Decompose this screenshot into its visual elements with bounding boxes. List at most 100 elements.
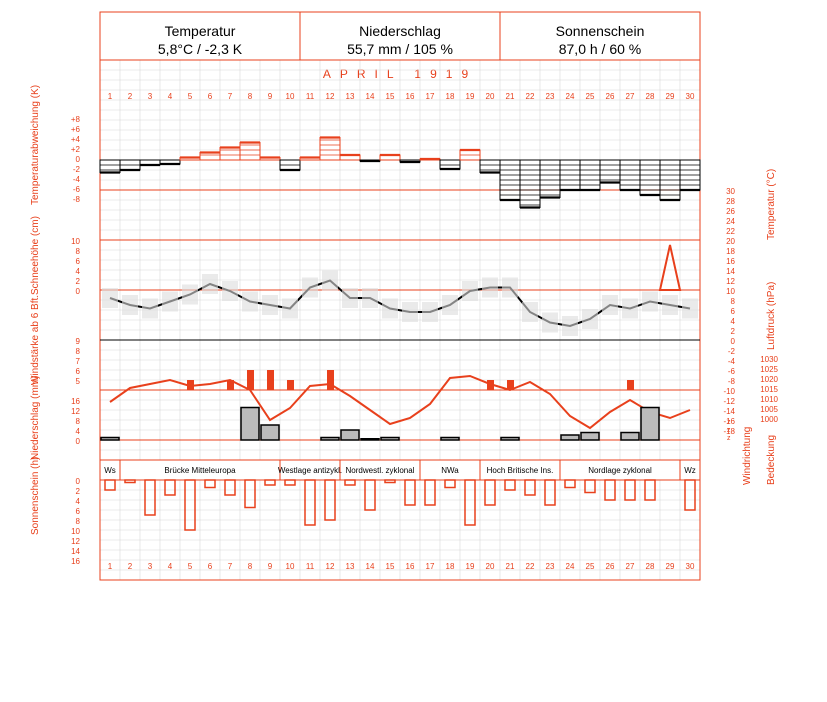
- tick-temp: 12: [726, 277, 735, 286]
- tick-pressure: 1015: [760, 385, 778, 394]
- day-label: 8: [248, 562, 253, 571]
- sunshine-bar: [544, 479, 556, 506]
- tick-temp: 20: [726, 237, 735, 246]
- tick-precip: 8: [76, 417, 81, 426]
- tick-sun: 2: [76, 487, 81, 496]
- precipitation-value: 55,7 mm / 105 %: [347, 41, 453, 57]
- weather-type-label: NWa: [441, 466, 459, 475]
- day-label: 10: [286, 562, 295, 571]
- tick-temp-dev: 0: [76, 155, 81, 164]
- wind-strength-bar: [247, 370, 254, 390]
- tick-snow: 2: [76, 277, 81, 286]
- temperature-title: Temperatur: [164, 23, 236, 39]
- month-title: APRIL 1919: [322, 67, 478, 81]
- temperature-range: [302, 277, 318, 298]
- day-label: 23: [546, 92, 555, 101]
- temperature-range: [242, 291, 258, 312]
- temp-deviation-bar: [439, 159, 461, 170]
- tick-temp-dev: -2: [73, 165, 81, 174]
- sunshine-bar: [584, 479, 596, 494]
- tick-temp: 28: [726, 197, 735, 206]
- precipitation-bar: [500, 436, 520, 441]
- day-label: 19: [466, 562, 475, 571]
- temp-deviation-bar: [99, 159, 121, 173]
- tick-temp: 16: [726, 257, 735, 266]
- day-label: 17: [426, 92, 435, 101]
- day-label: 26: [606, 562, 615, 571]
- day-label: 11: [306, 92, 315, 101]
- day-label: 17: [426, 562, 435, 571]
- day-label: 18: [446, 92, 455, 101]
- temperature-range: [482, 277, 498, 298]
- header-sunshine: Sonnenschein 87,0 h / 60 %: [500, 12, 700, 60]
- pressure-line: [109, 374, 691, 430]
- sunshine-bar: [364, 479, 376, 511]
- tick-temp-dev: +6: [71, 125, 81, 134]
- sunshine-bar: [524, 479, 536, 496]
- tick-temp-dev: +8: [71, 115, 81, 124]
- temperature-range: [142, 298, 158, 319]
- sunshine-bar: [564, 479, 576, 489]
- tick-sun: 14: [71, 547, 80, 556]
- wind-strength-bar: [507, 380, 514, 390]
- day-label: 18: [446, 562, 455, 571]
- tick-wind: 7: [76, 357, 81, 366]
- day-label: 14: [366, 92, 375, 101]
- precipitation-bar: [260, 424, 280, 441]
- temperature-range: [442, 295, 458, 315]
- tick-precip: 16: [71, 397, 80, 406]
- temperature-range: [602, 295, 618, 315]
- tick-pressure: 1005: [760, 405, 778, 414]
- temperature-range: [642, 291, 658, 312]
- weather-type-label: Westlage antizykl.: [278, 466, 342, 475]
- wind-strength-bar: [267, 370, 274, 390]
- tick-pressure: 1000: [760, 415, 778, 424]
- weather-type-label: Wz: [684, 466, 696, 475]
- sunshine-title: Sonnenschein: [555, 23, 645, 39]
- sunshine-bar: [504, 479, 516, 491]
- tick-snow: 10: [71, 237, 80, 246]
- weather-type-label: Nordlage zyklonal: [588, 466, 652, 475]
- sunshine-bar: [424, 479, 436, 506]
- sunshine-bar: [144, 479, 156, 516]
- day-label: 20: [486, 92, 495, 101]
- tick-sun: 10: [71, 527, 80, 536]
- day-label: 30: [686, 92, 695, 101]
- sunshine-bar: [184, 479, 196, 531]
- tick-temp: -4: [728, 357, 736, 366]
- wind-strength-bar: [327, 370, 334, 390]
- temperature-range: [662, 295, 678, 315]
- day-label: 22: [526, 562, 535, 571]
- tick-temp: -12: [723, 397, 735, 406]
- tick-temp: 30: [726, 187, 735, 196]
- tick-sun: 12: [71, 537, 80, 546]
- precipitation-bar: [640, 406, 660, 441]
- temperature-range: [422, 302, 438, 322]
- sunshine-bar: [644, 479, 656, 501]
- tick-pressure: 1020: [760, 375, 778, 384]
- tick-snow: 8: [76, 247, 81, 256]
- day-label: 11: [306, 562, 315, 571]
- precipitation-bar: [440, 436, 460, 441]
- temperature-range: [362, 288, 378, 308]
- header-temperature: Temperatur 5,8°C / -2,3 K: [100, 12, 300, 60]
- tick-temp: 10: [726, 287, 735, 296]
- tick-snow: 6: [76, 257, 81, 266]
- day-label: 28: [646, 92, 655, 101]
- weather-type-label: Nordwestl. zyklonal: [346, 466, 415, 475]
- precipitation-bar: [380, 436, 400, 441]
- sunshine-bar: [164, 479, 176, 496]
- tick-temp: 4: [731, 317, 736, 326]
- tick-wind-dir: z: [727, 435, 731, 442]
- tick-temp: -16: [723, 417, 735, 426]
- wind-strength-bar: [627, 380, 634, 390]
- sunshine-bar: [684, 479, 696, 511]
- day-label: 29: [666, 562, 675, 571]
- temperature-range: [582, 309, 598, 329]
- tick-temp: -18: [723, 427, 735, 436]
- day-label: 23: [546, 562, 555, 571]
- day-label: 13: [346, 562, 355, 571]
- temperature-range: [322, 270, 338, 291]
- tick-sun: 6: [76, 507, 81, 516]
- tick-wind: 9: [76, 337, 81, 346]
